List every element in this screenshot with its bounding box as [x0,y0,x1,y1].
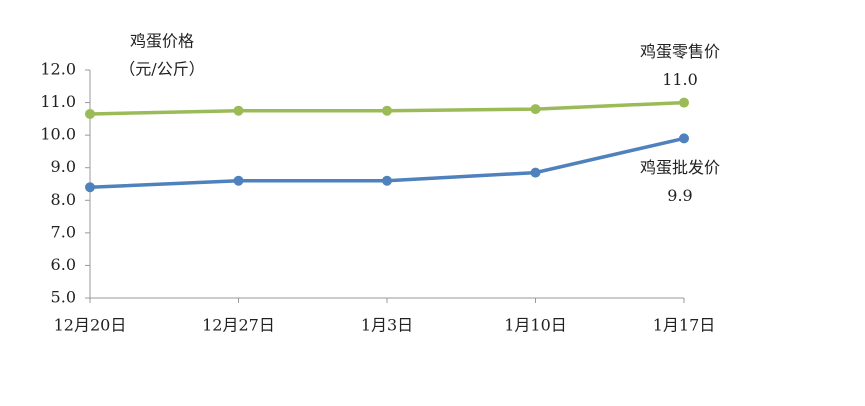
series-label: 鸡蛋零售价 [640,42,720,61]
y-tick-label: 6.0 [51,255,76,274]
y-tick-label: 12.0 [40,60,76,79]
x-tick-label: 12月27日 [202,316,275,335]
x-tick-label: 1月3日 [361,316,413,335]
y-tick-label: 9.0 [51,157,76,176]
y-axis-title: 鸡蛋价格 [130,32,194,51]
x-tick-label: 12月20日 [54,316,127,335]
y-axis-title: （元/公斤） [119,60,204,79]
data-point [382,105,392,116]
data-point [679,97,689,108]
data-point [530,104,541,115]
data-point [679,133,689,144]
y-tick-label: 7.0 [51,222,76,241]
data-point [85,108,95,119]
data-point [233,175,244,186]
y-tick-label: 10.0 [40,125,76,144]
x-tick-label: 1月17日 [653,316,716,335]
data-point [85,182,95,193]
y-tick-label: 11.0 [40,92,76,111]
y-tick-label: 8.0 [51,190,76,209]
value-label: 9.9 [667,186,692,205]
data-point [233,105,244,116]
data-point [382,175,392,186]
y-tick-label: 5.0 [51,288,76,307]
series-label: 鸡蛋批发价 [640,158,720,177]
value-label: 11.0 [662,70,698,89]
data-point [530,167,541,178]
x-tick-label: 1月10日 [504,316,567,335]
